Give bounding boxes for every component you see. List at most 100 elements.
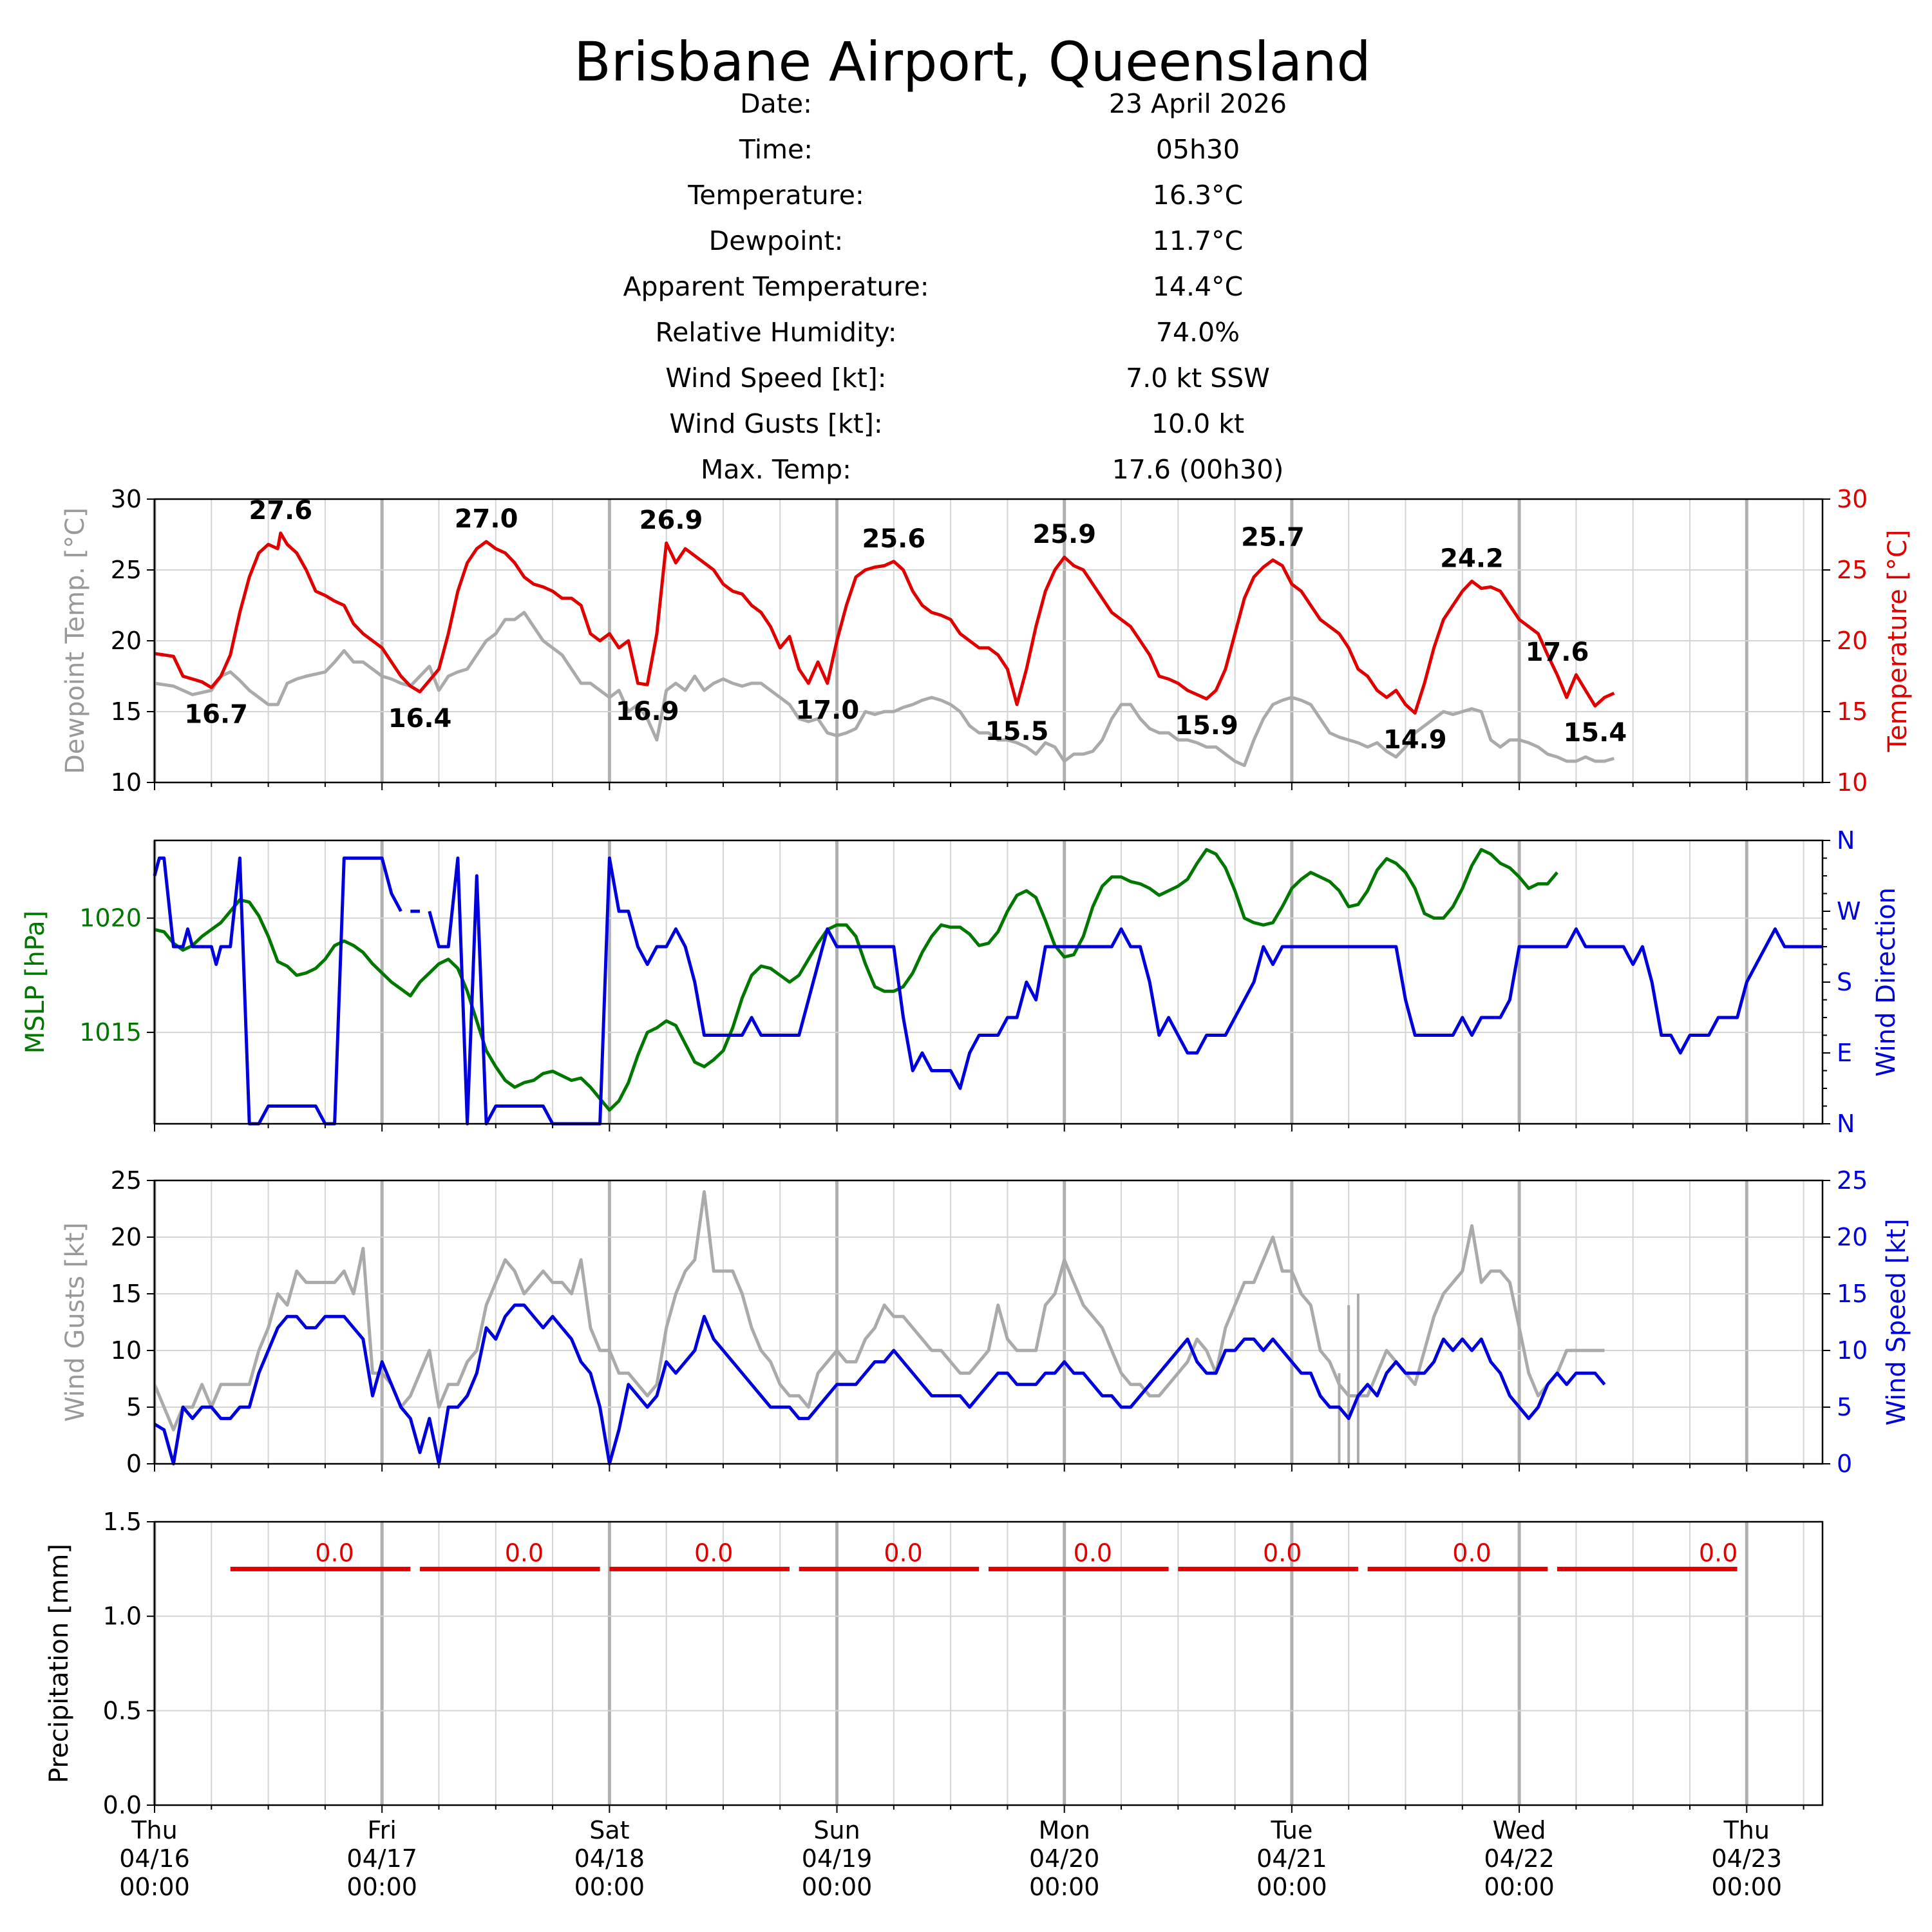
precip-annotation: 0.0 [505, 1539, 544, 1567]
temp-annotation: 14.9 [1383, 725, 1447, 755]
y-tick-label: 20 [111, 627, 142, 655]
x-tick-date: 04/21 [1256, 1844, 1327, 1873]
x-tick-day: Wed [1493, 1816, 1546, 1844]
temp-annotation: 16.7 [184, 700, 248, 730]
y-tick-label: 15 [111, 1280, 142, 1308]
info-value: 14.4°C [1153, 271, 1243, 302]
mslp-line [154, 848, 1558, 1112]
x-tick-time: 00:00 [1484, 1873, 1555, 1901]
x-tick-time: 00:00 [346, 1873, 417, 1901]
panel-temperature: 10 15 20 25 30 10 15 20 25 30 Dewpoint Temp. [°C] T… [61, 485, 1913, 797]
y-tick-label: 15 [111, 697, 142, 726]
info-value: 17.6 (00h30) [1112, 454, 1284, 485]
temp-annotation: 16.4 [388, 704, 452, 734]
x-tick-time: 00:00 [1712, 1873, 1783, 1901]
x-tick-day: Thu [131, 1816, 177, 1844]
y-tick-label: 0.0 [103, 1791, 142, 1819]
info-value: 16.3°C [1153, 180, 1243, 211]
info-value: 11.7°C [1153, 225, 1243, 256]
y-tick-label: 10 [111, 768, 142, 797]
y-tick-label-right: 20 [1837, 1223, 1868, 1251]
y-tick-label: 30 [111, 485, 142, 513]
temp-annotation: 15.9 [1175, 711, 1238, 741]
temp-annotation: 26.9 [639, 506, 703, 535]
x-tick-date: 04/18 [574, 1844, 645, 1873]
precip-annotation: 0.0 [1263, 1539, 1302, 1567]
panel-wind: 0 5 10 15 20 25 0 5 10 15 20 25 Wind Gusts [kt] Wind … [61, 1166, 1911, 1478]
precip-annotation: 0.0 [315, 1539, 354, 1567]
info-label: Max. Temp: [701, 454, 851, 485]
y-tick-label: 0.5 [103, 1696, 142, 1725]
y-tick-label-right: W [1837, 897, 1861, 925]
x-tick-date: 04/17 [346, 1844, 417, 1873]
x-tick-day: Mon [1039, 1816, 1090, 1844]
y-tick-label: 25 [111, 1166, 142, 1195]
y-tick-label: 1.5 [103, 1508, 142, 1536]
info-label: Date: [740, 88, 812, 119]
temperature-line [154, 531, 1615, 715]
precip-annotation: 0.0 [1452, 1539, 1491, 1567]
x-tick-day: Sat [589, 1816, 629, 1844]
precip-annotation: 0.0 [694, 1539, 733, 1567]
temp-annotation: 27.6 [249, 496, 312, 526]
temp-annotation: 24.2 [1440, 544, 1504, 574]
y-axis-label-gusts: Wind Gusts [kt] [61, 1222, 90, 1422]
panel-precipitation: 0.0 0.0 0.0 0.0 0.0 0.0 0.0 0.0 0.0 0.5 1.0 1.5 Prec… [44, 1508, 1824, 1901]
x-tick-time: 00:00 [1256, 1873, 1327, 1901]
x-tick-date: 04/20 [1029, 1844, 1100, 1873]
temp-annotation: 15.5 [985, 717, 1049, 746]
y-tick-label-right: 25 [1837, 1166, 1868, 1195]
y-tick-label: 25 [111, 556, 142, 584]
x-tick-date: 04/23 [1712, 1844, 1783, 1873]
precip-annotation: 0.0 [1699, 1539, 1738, 1567]
y-tick-label-right: S [1837, 968, 1852, 996]
y-axis-label-dewpoint: Dewpoint Temp. [°C] [61, 507, 90, 774]
info-value: 23 April 2026 [1109, 88, 1287, 119]
y-axis-label-temperature: Temperature [°C] [1883, 529, 1913, 752]
info-value: 74.0% [1156, 317, 1240, 348]
x-tick-time: 00:00 [802, 1873, 873, 1901]
info-label: Dewpoint: [709, 225, 844, 256]
y-tick-label: 1020 [79, 904, 142, 933]
y-tick-label-right: 10 [1837, 1336, 1868, 1365]
x-tick-date: 04/22 [1484, 1844, 1555, 1873]
panel-frame [153, 839, 1824, 1125]
temp-annotation: 17.0 [795, 696, 859, 725]
y-tick-label-right: N [1837, 826, 1855, 855]
precip-annotation: 0.0 [884, 1539, 922, 1567]
info-label: Temperature: [687, 180, 864, 211]
temp-annotation: 15.4 [1563, 718, 1627, 748]
info-value: 10.0 kt [1151, 408, 1244, 439]
y-tick-label: 20 [111, 1223, 142, 1251]
y-tick-label-right: 5 [1837, 1393, 1852, 1421]
info-label: Relative Humidity: [655, 317, 896, 348]
wind-speed-line [153, 1303, 1606, 1466]
y-tick-label-right: E [1837, 1039, 1852, 1067]
info-label: Apparent Temperature: [623, 271, 929, 302]
info-value: 7.0 kt SSW [1126, 363, 1270, 393]
x-tick-day: Tue [1270, 1816, 1312, 1844]
y-tick-label: 10 [111, 1336, 142, 1365]
temp-annotation: 16.9 [616, 697, 679, 726]
y-tick-label-right: 0 [1837, 1450, 1852, 1478]
temp-annotation: 25.9 [1032, 520, 1096, 549]
y-tick-label-right: 30 [1837, 485, 1868, 513]
x-tick-date: 04/16 [119, 1844, 190, 1873]
y-tick-label-right: 15 [1837, 697, 1868, 726]
temp-annotation: 25.7 [1241, 523, 1305, 553]
y-axis-label-mslp: MSLP [hPa] [21, 911, 50, 1054]
x-tick-day: Fri [368, 1816, 397, 1844]
page-title: Brisbane Airport, Queensland [574, 30, 1371, 93]
x-tick-time: 00:00 [119, 1873, 190, 1901]
info-label: Time: [739, 134, 813, 165]
y-axis-label-speed: Wind Speed [kt] [1882, 1218, 1911, 1425]
temp-annotation: 25.6 [862, 524, 925, 554]
x-tick-day: Sun [813, 1816, 860, 1844]
y-tick-label-right: 20 [1837, 627, 1868, 655]
y-tick-label: 1015 [79, 1018, 142, 1046]
precip-annotation: 0.0 [1074, 1539, 1112, 1567]
panel-pressure: 1015 1020 N E S W N MSLP [hPa] Wind Direction [21, 826, 1901, 1138]
info-value: 05h30 [1156, 134, 1240, 165]
x-tick-time: 00:00 [574, 1873, 645, 1901]
